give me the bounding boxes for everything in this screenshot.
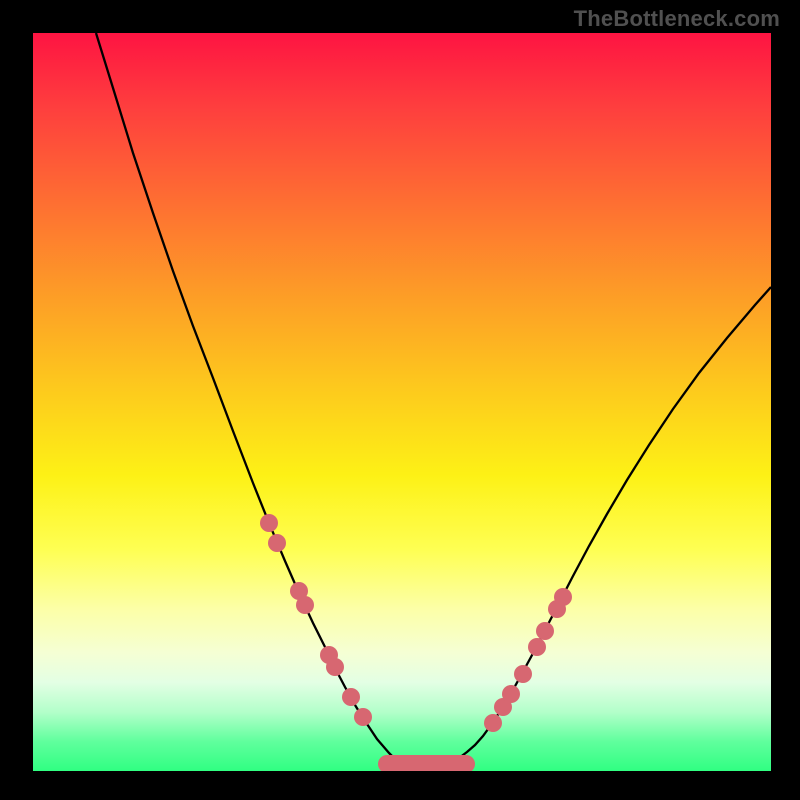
chart-svg-layer — [33, 33, 771, 771]
curve-marker — [554, 588, 572, 606]
bottom-bar — [378, 755, 475, 771]
curve-marker — [514, 665, 532, 683]
outer-frame: TheBottleneck.com — [0, 0, 800, 800]
curve-marker — [502, 685, 520, 703]
chart-plot-area — [33, 33, 771, 771]
curve-marker — [354, 708, 372, 726]
curve-marker — [484, 714, 502, 732]
curve-marker — [536, 622, 554, 640]
curve-marker — [268, 534, 286, 552]
curve-marker — [296, 596, 314, 614]
curve-marker — [326, 658, 344, 676]
curve-marker — [342, 688, 360, 706]
curve-marker — [528, 638, 546, 656]
markers-group — [260, 514, 572, 732]
curve-marker — [260, 514, 278, 532]
watermark-text: TheBottleneck.com — [574, 6, 780, 32]
bottleneck-curve — [96, 33, 771, 765]
